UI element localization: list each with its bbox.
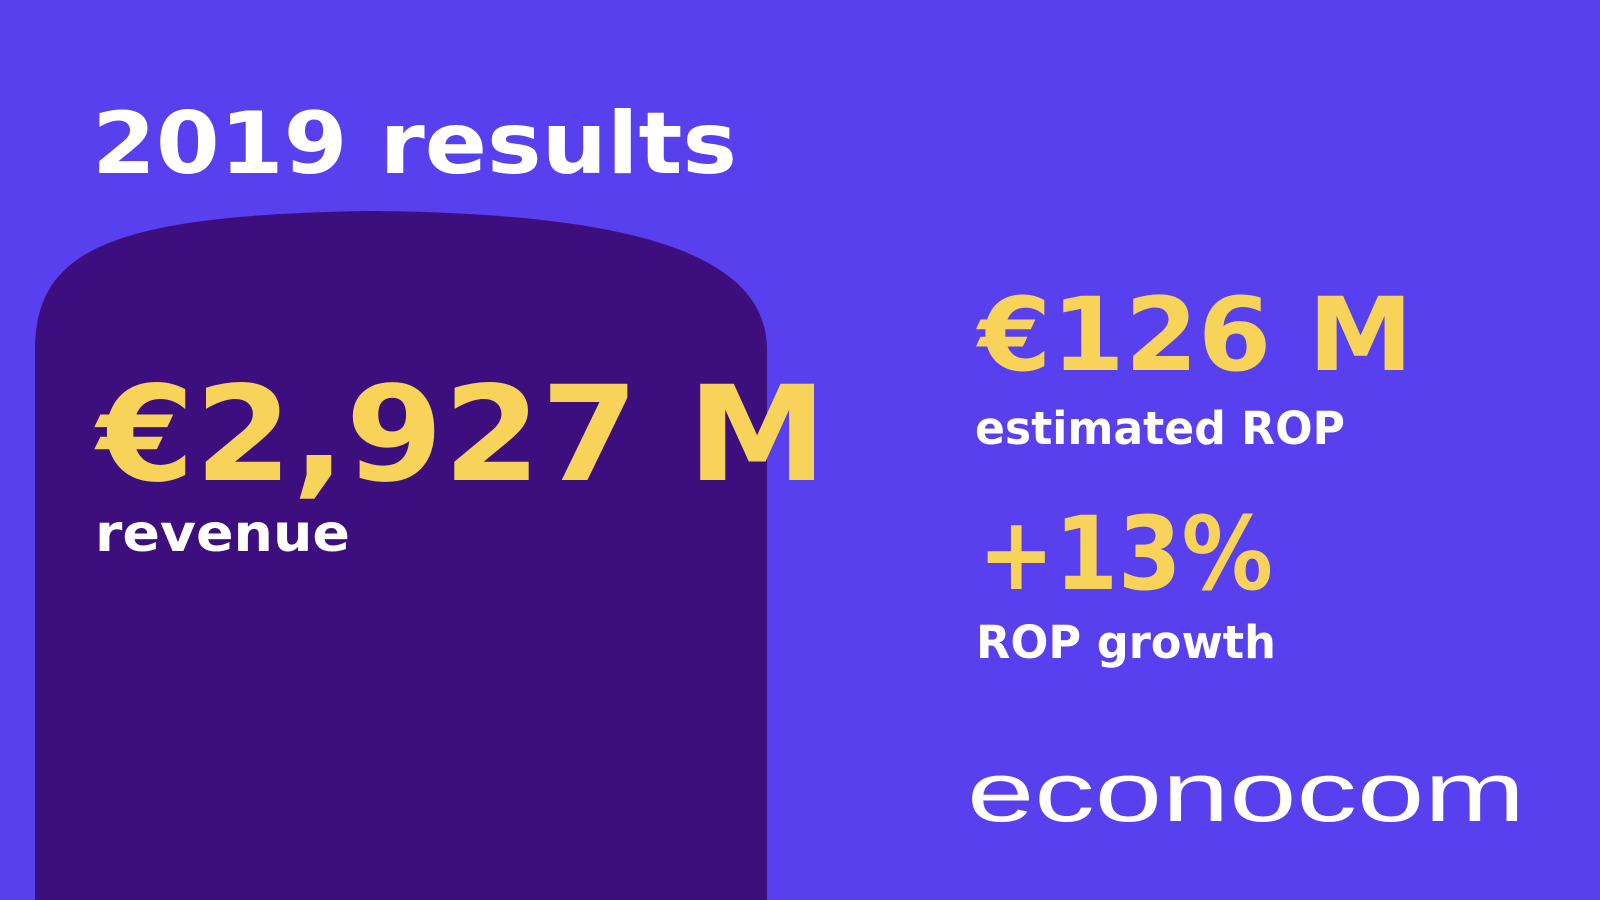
- stat-value: €126 M: [976, 276, 1413, 395]
- revenue-panel: [35, 211, 767, 900]
- logo: econocom: [967, 745, 1525, 839]
- stat-value: +13%: [978, 495, 1273, 614]
- stat-label: ROP growth: [976, 616, 1276, 669]
- stat-value: €2,927 M: [94, 358, 827, 512]
- stat-label: estimated ROP: [975, 402, 1345, 455]
- stat-label: revenue: [95, 504, 350, 564]
- title: 2019 results: [92, 94, 737, 194]
